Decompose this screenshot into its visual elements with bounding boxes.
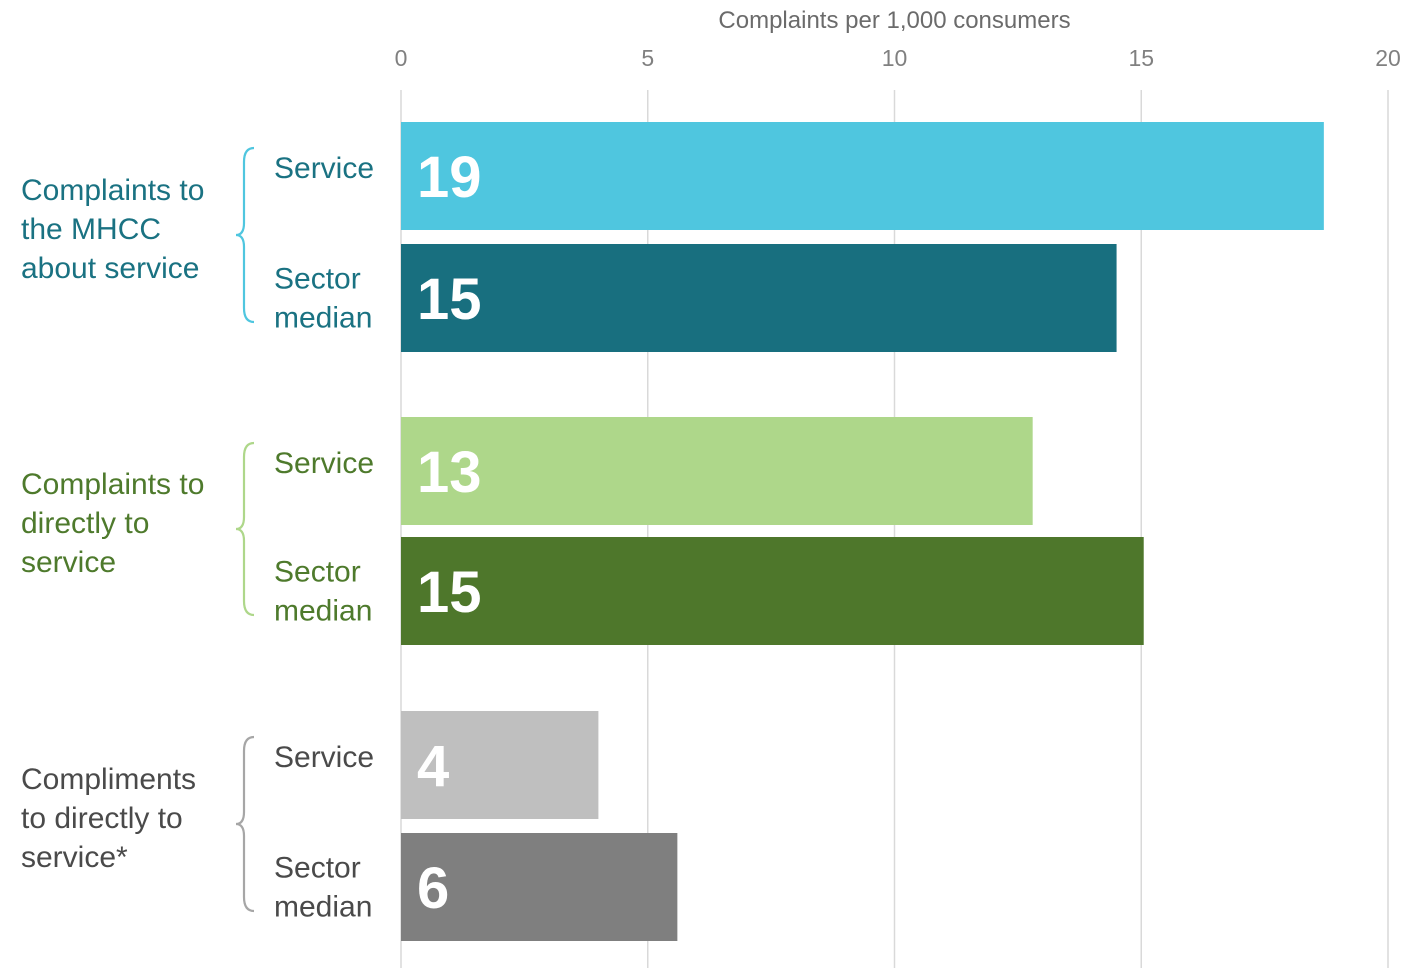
bar	[401, 711, 599, 819]
bar-value-label: 13	[417, 440, 482, 505]
group-label: service*	[21, 841, 128, 874]
bar-category-label: Service	[274, 741, 374, 774]
x-axis-ticks: 0 5 10 15 20	[395, 45, 1401, 71]
bar-category-label: Sector	[274, 556, 361, 589]
x-tick-label: 20	[1375, 45, 1401, 71]
group-label: the MHCC	[21, 213, 161, 246]
x-axis-title: Complaints per 1,000 consumers	[718, 7, 1070, 34]
group-label: directly to	[21, 507, 149, 540]
bar-category-label: Service	[274, 447, 374, 480]
bar-value-label: 6	[417, 856, 449, 921]
x-tick-label: 10	[882, 45, 908, 71]
group-label: Complaints to	[21, 174, 204, 207]
x-tick-label: 0	[395, 45, 408, 71]
group-label: to directly to	[21, 802, 183, 835]
bar-value-label: 19	[417, 145, 482, 210]
group-label: Complaints to	[21, 468, 204, 501]
x-tick-label: 5	[641, 45, 654, 71]
bar-category-label: Service	[274, 152, 374, 185]
bar-category-label: median	[274, 302, 372, 335]
bar-value-label: 15	[417, 560, 482, 625]
bar-category-label: median	[274, 891, 372, 924]
bar	[401, 417, 1033, 525]
bar-category-label: median	[274, 595, 372, 628]
bar-value-label: 4	[417, 734, 449, 799]
bar	[401, 537, 1144, 645]
category-labels: Service Sector median Complaints to the MHCC…	[21, 146, 374, 924]
bar-category-label: Sector	[274, 263, 361, 296]
group-label: about service	[21, 252, 199, 285]
x-tick-label: 15	[1128, 45, 1154, 71]
group-brace	[235, 146, 255, 324]
grid-lines	[400, 90, 1389, 968]
bar	[401, 122, 1324, 230]
bar	[401, 833, 678, 941]
bar-category-label: Sector	[274, 852, 361, 885]
group-label: service	[21, 546, 116, 579]
bars: 19 15 13 15 4 6	[401, 122, 1324, 941]
group-brace	[235, 735, 255, 913]
bar-value-label: 15	[417, 267, 482, 332]
bar	[401, 244, 1117, 352]
group-label: Compliments	[21, 763, 196, 796]
group-brace	[235, 441, 255, 617]
